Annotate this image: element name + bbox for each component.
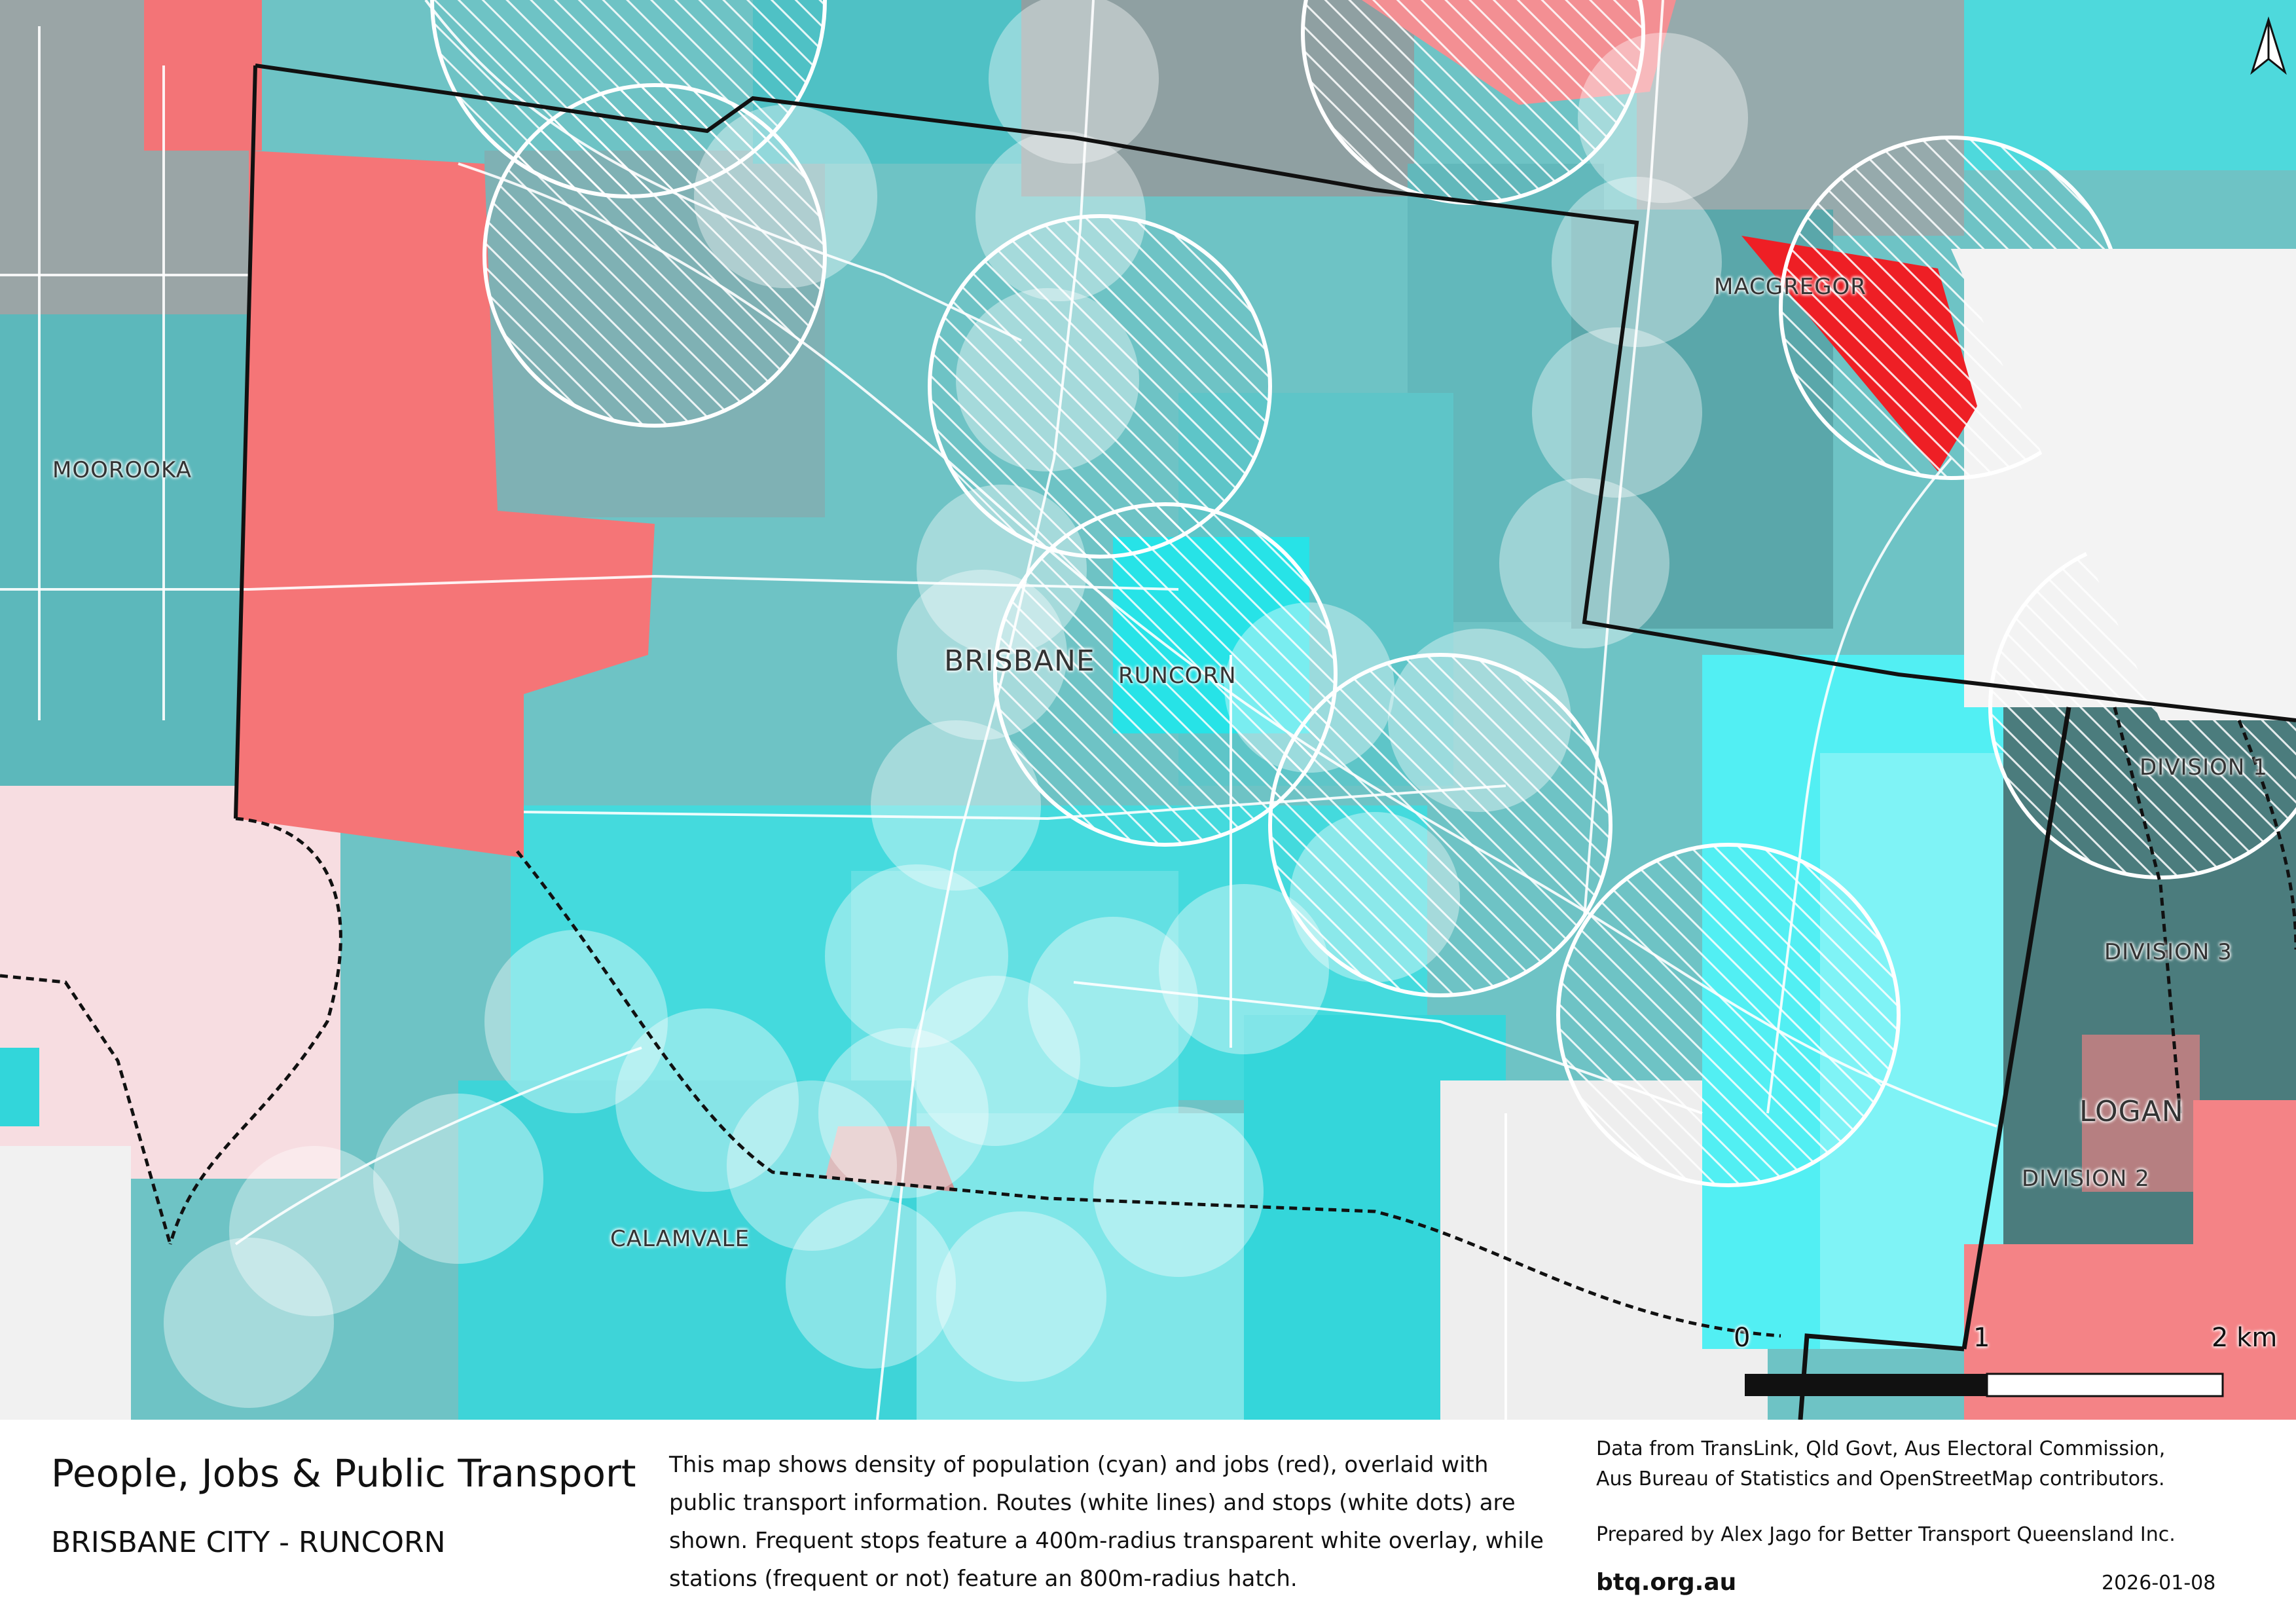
station-catchment-layer: [430, 0, 2296, 1187]
map-canvas[interactable]: MOOROOKA MACGREGOR RUNCORN CALAMVALE BRI…: [0, 0, 2296, 1420]
place-label-macgregor: MACGREGOR: [1714, 274, 1867, 300]
credits-line-1: Data from TransLink, Qld Govt, Aus Elect…: [1596, 1437, 2166, 1460]
place-label-moorooka: MOOROOKA: [52, 457, 192, 483]
prepared-by: Prepared by Alex Jago for Better Transpo…: [1596, 1523, 2176, 1546]
place-label-brisbane: BRISBANE: [944, 644, 1095, 678]
map-graphic[interactable]: [0, 0, 2296, 1420]
map-description: This map shows density of population (cy…: [669, 1452, 1544, 1592]
map-title: People, Jobs & Public Transport: [51, 1451, 636, 1496]
place-label-division-2: DIVISION 2: [2022, 1166, 2150, 1192]
place-label-division-1: DIVISION 1: [2140, 754, 2268, 781]
boundary-layer: [0, 64, 2296, 1420]
north-arrow-icon: [2250, 16, 2287, 75]
place-label-calamvale: CALAMVALE: [610, 1226, 750, 1252]
scale-bar: [1745, 1373, 2224, 1397]
credits-line-2: Aus Bureau of Statistics and OpenStreetM…: [1596, 1467, 2165, 1490]
website-link[interactable]: btq.org.au: [1596, 1569, 1737, 1596]
map-date: 2026-01-08: [2102, 1572, 2216, 1595]
place-label-runcorn: RUNCORN: [1118, 663, 1237, 689]
place-label-logan: LOGAN: [2079, 1095, 2184, 1128]
transit-routes-layer: [0, 0, 1997, 1420]
scale-label-0: 0: [1734, 1323, 1751, 1353]
scale-label-2km: 2 km: [2212, 1323, 2278, 1353]
scale-label-1: 1: [1973, 1323, 1990, 1353]
map-subtitle: BRISBANE CITY - RUNCORN: [51, 1526, 446, 1559]
map-footer: People, Jobs & Public Transport BRISBANE…: [0, 1420, 2296, 1624]
data-credits: Data from TransLink, Qld Govt, Aus Elect…: [1596, 1434, 2165, 1494]
place-label-division-3: DIVISION 3: [2104, 939, 2232, 965]
